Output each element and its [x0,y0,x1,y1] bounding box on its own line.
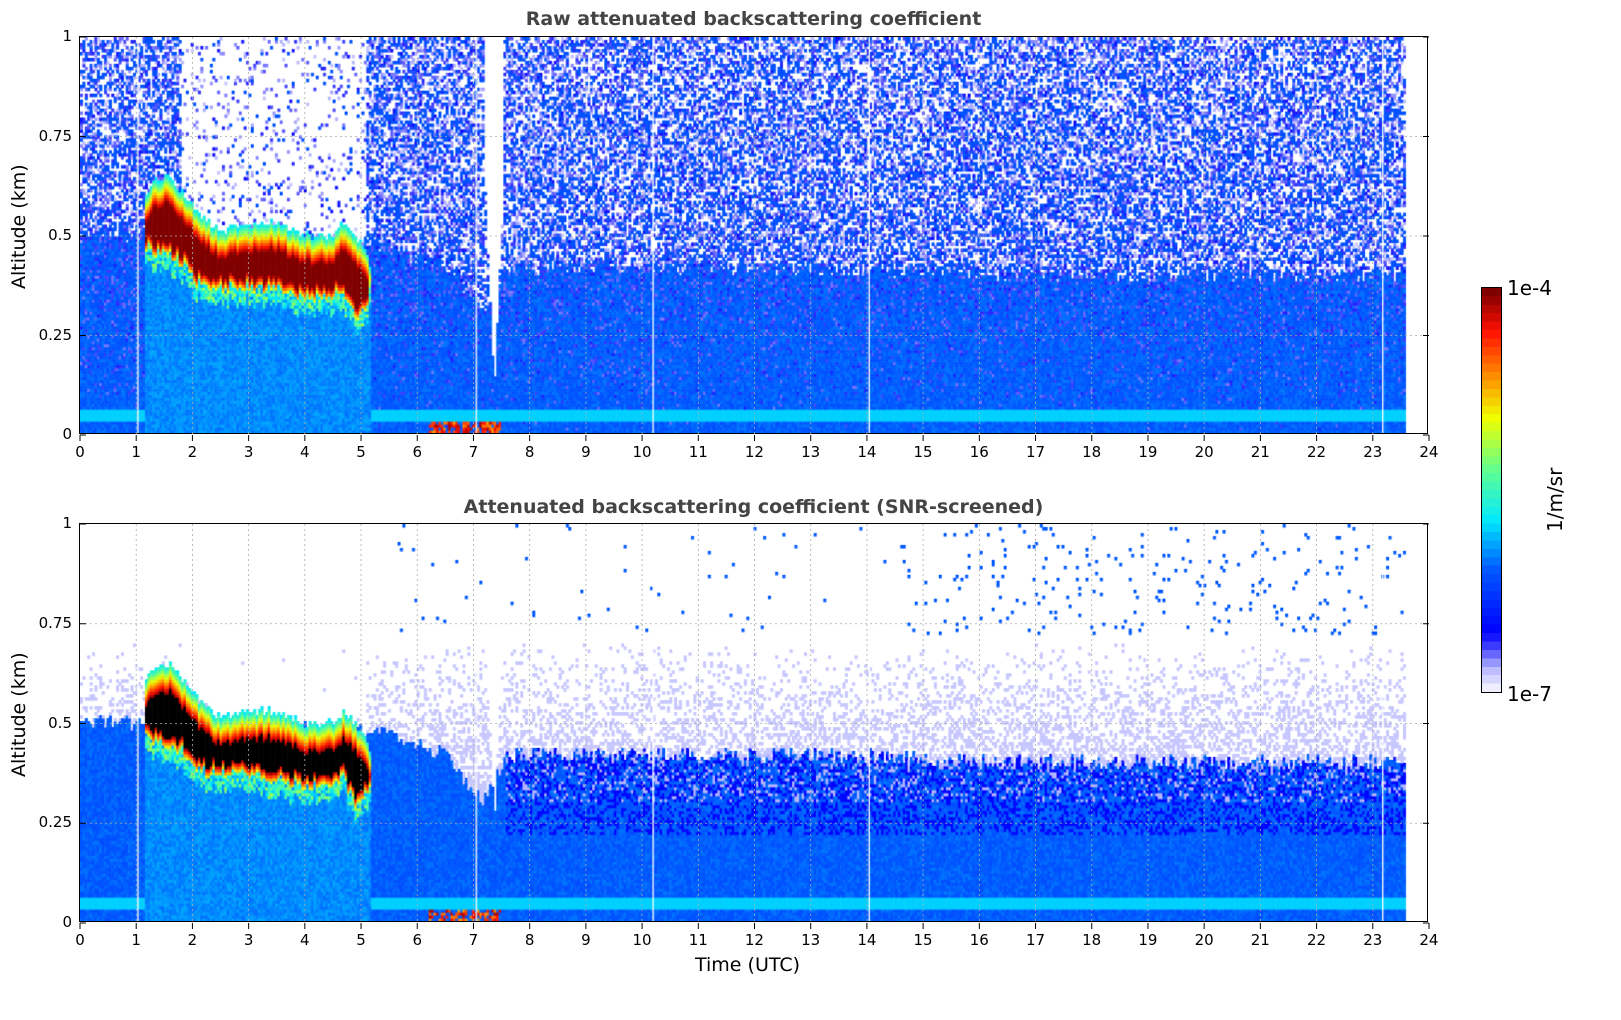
bottom-y-axis-label: Altitude (km) [8,652,30,777]
y-tick-label: 0.5 [48,226,72,244]
y-tick-label: 1 [62,514,72,532]
x-tick-label: 12 [744,931,764,949]
x-tick-label: 10 [632,443,652,461]
y-tick-label: 0.5 [48,713,72,732]
y-tick-label: 0.25 [38,813,72,832]
x-tick-label: 11 [688,931,708,949]
x-tick-label: 17 [1025,443,1046,461]
x-tick-label: 23 [1363,443,1383,461]
screened-grid [79,523,1430,929]
x-tick-label: 24 [1419,443,1439,461]
colorbar-max-label: 1e-4 [1507,276,1552,300]
x-tick-label: 16 [969,931,989,949]
x-tick-label: 4 [300,931,310,949]
x-tick-label: 15 [913,443,933,461]
x-tick-label: 5 [356,443,366,461]
x-tick-label: 1 [131,443,141,461]
x-tick-label: 24 [1419,931,1439,949]
colorbar [1481,287,1502,693]
x-tick-label: 17 [1025,931,1046,949]
colorbar-unit-label: 1/m/sr [1543,467,1567,532]
x-tick-label: 22 [1306,443,1327,461]
x-tick-label: 14 [857,443,877,461]
x-tick-label: 2 [187,443,198,461]
y-tick-label: 0 [62,913,72,931]
colorbar-min-label: 1e-7 [1507,682,1552,706]
raw-backscatter-plot: 0 1 2 3 4 5 6 7 8 9 10 11 12 13 14 15 16 17 18 19 20 21 22 23 24… [39,27,1439,461]
x-tick-label: 5 [356,931,366,949]
x-tick-label: 21 [1250,443,1270,461]
y-tick-label: 0.75 [38,126,72,145]
x-tick-label: 13 [801,931,821,949]
x-tick-label: 20 [1194,443,1214,461]
y-tick-label: 0.75 [38,613,72,632]
bottom-chart-title: Attenuated backscattering coefficient (S… [463,496,1044,518]
x-tick-label: 9 [581,443,591,461]
x-tick-label: 19 [1138,443,1158,461]
x-tick-label: 0 [75,443,85,461]
x-tick-label: 9 [581,931,591,949]
x-tick-label: 18 [1082,931,1102,949]
x-tick-label: 14 [857,931,877,949]
x-tick-label: 15 [913,931,933,949]
x-tick-label: 8 [524,931,535,949]
screened-backscatter-plot: 0 1 2 3 4 5 6 7 8 9 10 11 12 13 14 15 16 17 18 19 20 21 22 23 24… [39,514,1439,949]
x-tick-label: 18 [1082,443,1102,461]
x-tick-label: 0 [75,931,85,949]
x-tick-label: 13 [801,443,821,461]
x-tick-label: 3 [243,931,254,949]
x-tick-label: 22 [1306,931,1327,949]
x-tick-label: 23 [1363,931,1383,949]
y-tick-label: 0 [62,425,72,443]
x-tick-label: 19 [1138,931,1158,949]
x-tick-label: 8 [524,443,535,461]
x-axis-label: Time (UTC) [695,954,801,976]
raw-grid [79,36,1430,441]
x-tick-label: 21 [1250,931,1270,949]
x-tick-label: 12 [744,443,764,461]
x-tick-label: 1 [131,931,141,949]
x-tick-label: 2 [187,931,198,949]
top-y-axis-label: Altitude (km) [8,164,30,289]
top-chart-title: Raw attenuated backscattering coefficien… [525,8,982,30]
x-tick-label: 10 [632,931,652,949]
x-tick-label: 16 [969,443,989,461]
y-tick-label: 1 [62,27,72,45]
x-tick-label: 6 [412,443,422,461]
x-tick-label: 3 [243,443,254,461]
x-tick-label: 7 [468,931,479,949]
x-tick-label: 6 [412,931,422,949]
x-tick-label: 4 [300,443,310,461]
y-tick-label: 0.25 [38,325,72,344]
x-tick-label: 7 [468,443,479,461]
x-tick-label: 11 [688,443,708,461]
x-tick-label: 20 [1194,931,1214,949]
